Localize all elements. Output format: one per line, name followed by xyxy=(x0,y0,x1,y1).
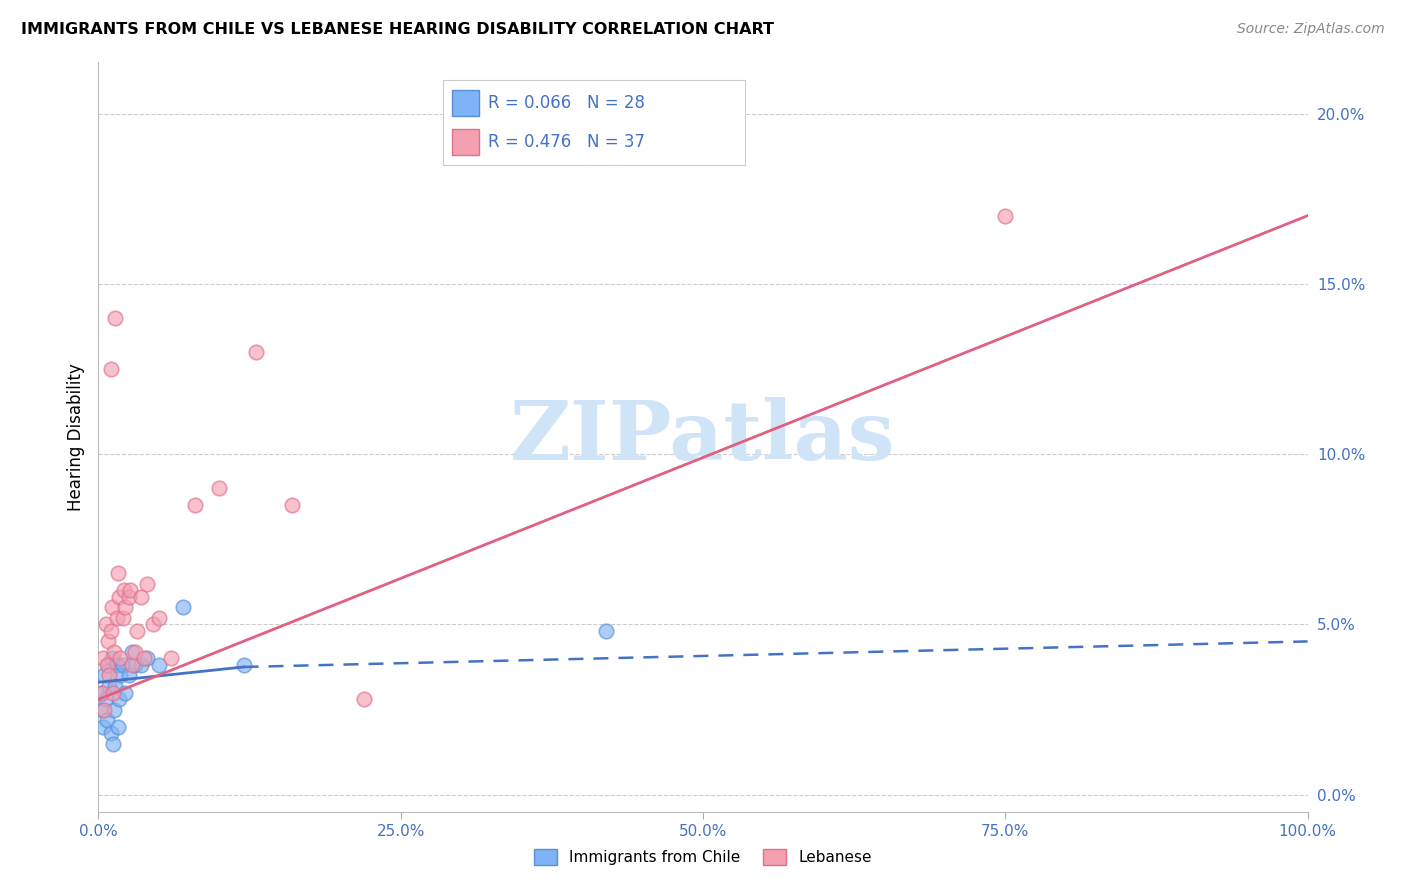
Point xyxy=(127,624,149,639)
Point xyxy=(134,651,156,665)
Point xyxy=(184,498,207,512)
Point xyxy=(105,658,128,673)
Point xyxy=(91,651,114,665)
Point xyxy=(353,692,375,706)
Point xyxy=(104,679,127,693)
Text: R = 0.066   N = 28: R = 0.066 N = 28 xyxy=(488,95,645,112)
Point xyxy=(96,658,118,673)
Point xyxy=(111,658,134,673)
Point xyxy=(96,713,118,727)
Point xyxy=(112,583,135,598)
Point xyxy=(595,624,617,639)
Point xyxy=(100,624,122,639)
Point xyxy=(118,668,141,682)
Point xyxy=(100,362,122,376)
Point xyxy=(108,692,131,706)
Legend: Immigrants from Chile, Lebanese: Immigrants from Chile, Lebanese xyxy=(527,843,879,871)
Point xyxy=(124,645,146,659)
Point xyxy=(105,610,128,624)
Point xyxy=(100,726,122,740)
Point xyxy=(107,566,129,581)
Point xyxy=(101,737,124,751)
Point xyxy=(107,720,129,734)
Point xyxy=(148,658,170,673)
Text: Source: ZipAtlas.com: Source: ZipAtlas.com xyxy=(1237,22,1385,37)
Point xyxy=(90,685,112,699)
Point xyxy=(135,576,157,591)
Point xyxy=(142,617,165,632)
Point xyxy=(98,679,121,693)
Point xyxy=(101,685,124,699)
Point xyxy=(100,600,122,615)
Point xyxy=(148,610,170,624)
Point xyxy=(118,583,141,598)
Text: IMMIGRANTS FROM CHILE VS LEBANESE HEARING DISABILITY CORRELATION CHART: IMMIGRANTS FROM CHILE VS LEBANESE HEARIN… xyxy=(21,22,775,37)
Text: R = 0.476   N = 37: R = 0.476 N = 37 xyxy=(488,133,645,151)
Point xyxy=(129,590,152,604)
Point xyxy=(208,481,231,495)
Point xyxy=(245,345,267,359)
Point xyxy=(94,692,117,706)
Point xyxy=(94,617,117,632)
Point xyxy=(100,651,122,665)
Point xyxy=(129,658,152,673)
Point xyxy=(97,634,120,648)
Point xyxy=(103,702,125,716)
Point xyxy=(232,658,254,673)
Point xyxy=(108,590,131,604)
Point xyxy=(135,651,157,665)
Point xyxy=(104,310,127,325)
Point xyxy=(93,668,115,682)
Point xyxy=(97,658,120,673)
Point xyxy=(172,600,194,615)
Point xyxy=(91,702,114,716)
Y-axis label: Hearing Disability: Hearing Disability xyxy=(66,363,84,511)
Point xyxy=(281,498,304,512)
Point xyxy=(103,645,125,659)
Point xyxy=(108,668,131,682)
Point xyxy=(98,668,121,682)
Point xyxy=(91,720,114,734)
Point xyxy=(124,658,146,673)
Point xyxy=(118,590,141,604)
FancyBboxPatch shape xyxy=(451,129,479,155)
Point xyxy=(111,610,134,624)
Point xyxy=(114,600,136,615)
Point xyxy=(121,645,143,659)
Point xyxy=(91,685,114,699)
Point xyxy=(108,651,131,665)
FancyBboxPatch shape xyxy=(451,90,479,116)
Point xyxy=(160,651,183,665)
Point xyxy=(994,209,1017,223)
Point xyxy=(121,658,143,673)
Point xyxy=(93,702,115,716)
Text: ZIPatlas: ZIPatlas xyxy=(510,397,896,477)
Point xyxy=(114,685,136,699)
